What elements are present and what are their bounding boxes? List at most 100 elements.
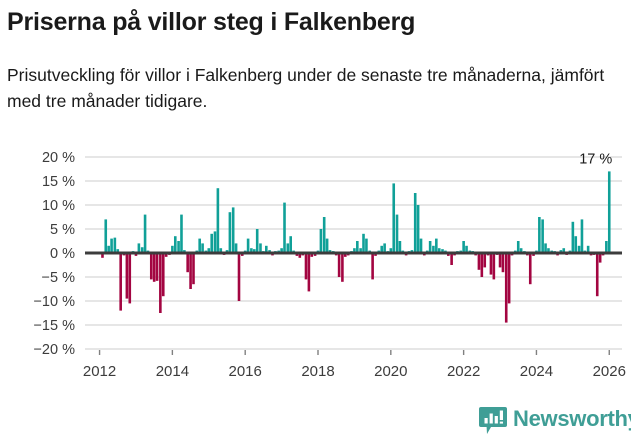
bar	[280, 248, 283, 253]
bar	[353, 248, 356, 253]
y-tick-label: 15 %	[42, 174, 75, 190]
bar	[304, 253, 308, 280]
bar	[432, 245, 435, 253]
bar	[283, 202, 286, 253]
x-tick-label: 2022	[447, 363, 480, 380]
y-tick-label: 0 %	[50, 246, 75, 262]
bar	[607, 171, 611, 253]
bar	[492, 253, 496, 280]
bar	[595, 253, 599, 297]
bar	[574, 236, 578, 253]
bar	[164, 253, 168, 257]
bar	[213, 231, 217, 253]
bar	[143, 214, 147, 253]
bar	[416, 205, 420, 253]
x-tick-label: 2024	[520, 363, 553, 380]
x-tick-label: 2026	[593, 363, 626, 380]
bar	[483, 253, 487, 268]
bar	[507, 253, 511, 304]
bar	[159, 253, 162, 313]
bar	[480, 253, 484, 277]
bar	[356, 241, 359, 253]
x-tick-label: 2014	[156, 363, 189, 380]
bar	[210, 233, 213, 253]
bar	[180, 214, 183, 253]
bar	[541, 219, 544, 253]
y-tick-label: 20 %	[42, 150, 75, 166]
bar	[598, 253, 602, 263]
bar	[562, 248, 566, 253]
bar	[341, 253, 344, 282]
bar-chart-speech-bubble-icon	[478, 405, 508, 440]
page-title: Priserna på villor steg i Falkenberg	[7, 8, 416, 36]
bar	[140, 247, 144, 253]
bar	[113, 237, 117, 253]
bar	[255, 229, 259, 253]
y-tick-label: −15 %	[33, 318, 75, 334]
bar	[462, 241, 465, 253]
bar	[192, 253, 195, 285]
bar	[544, 243, 547, 253]
bar	[577, 245, 581, 253]
x-axis-labels: 2012 2014 2016 2018 2020 2022 2024 2026	[83, 348, 626, 380]
bar	[246, 238, 250, 253]
bar	[380, 245, 384, 253]
bar	[580, 219, 584, 253]
bar	[219, 248, 223, 253]
bar	[428, 241, 432, 253]
bar	[571, 221, 575, 253]
bar	[413, 193, 417, 253]
bar	[149, 253, 153, 280]
bar	[465, 245, 468, 253]
y-axis-labels: 20 % 15 % 10 % 5 % 0 % −5 % −10 % −15 % −20 %	[33, 150, 75, 358]
bar	[298, 253, 302, 258]
bar	[207, 248, 211, 253]
bar	[383, 243, 386, 253]
bar	[201, 243, 204, 253]
bar	[119, 253, 122, 311]
bar-chart-svg: 20 % 15 % 10 % 5 % 0 % −5 % −10 % −15 % −20 % 20…	[33, 150, 626, 380]
bar	[110, 238, 113, 253]
bar	[538, 217, 541, 253]
bar	[322, 217, 326, 253]
brand-name: Newsworthy	[513, 406, 631, 431]
bar	[504, 253, 508, 323]
bar	[498, 253, 502, 268]
bar	[519, 248, 523, 253]
bar	[389, 248, 393, 253]
bar	[337, 253, 341, 277]
bar	[516, 241, 520, 253]
y-tick-label: 10 %	[42, 198, 75, 214]
y-tick-label: −10 %	[33, 294, 75, 310]
bar	[359, 248, 362, 253]
x-tick-label: 2020	[374, 363, 407, 380]
bar	[216, 188, 220, 253]
bar	[252, 249, 256, 253]
gridlines-group	[85, 156, 622, 350]
bar	[250, 248, 253, 253]
bar	[501, 253, 505, 273]
bar	[528, 253, 532, 285]
bar	[173, 236, 177, 253]
y-tick-label: −5 %	[42, 270, 76, 286]
bar	[161, 253, 165, 297]
chart-annotations: 17 %	[579, 151, 612, 167]
bar	[586, 245, 590, 253]
x-tick-label: 2012	[83, 363, 116, 380]
bar	[392, 183, 396, 253]
bar	[237, 253, 241, 301]
bar	[231, 207, 235, 253]
bar	[435, 238, 438, 253]
bar	[104, 219, 108, 253]
bar	[437, 248, 441, 253]
bar	[177, 241, 180, 253]
bars-group	[98, 171, 611, 323]
newsworthy-logo[interactable]: Newsworthy	[478, 404, 631, 436]
bar	[450, 253, 453, 265]
bar	[125, 253, 129, 299]
bar	[101, 253, 104, 258]
bar	[477, 253, 481, 270]
chart-subtitle: Prisutveckling för villor i Falkenberg u…	[7, 65, 605, 111]
bar	[362, 233, 365, 253]
